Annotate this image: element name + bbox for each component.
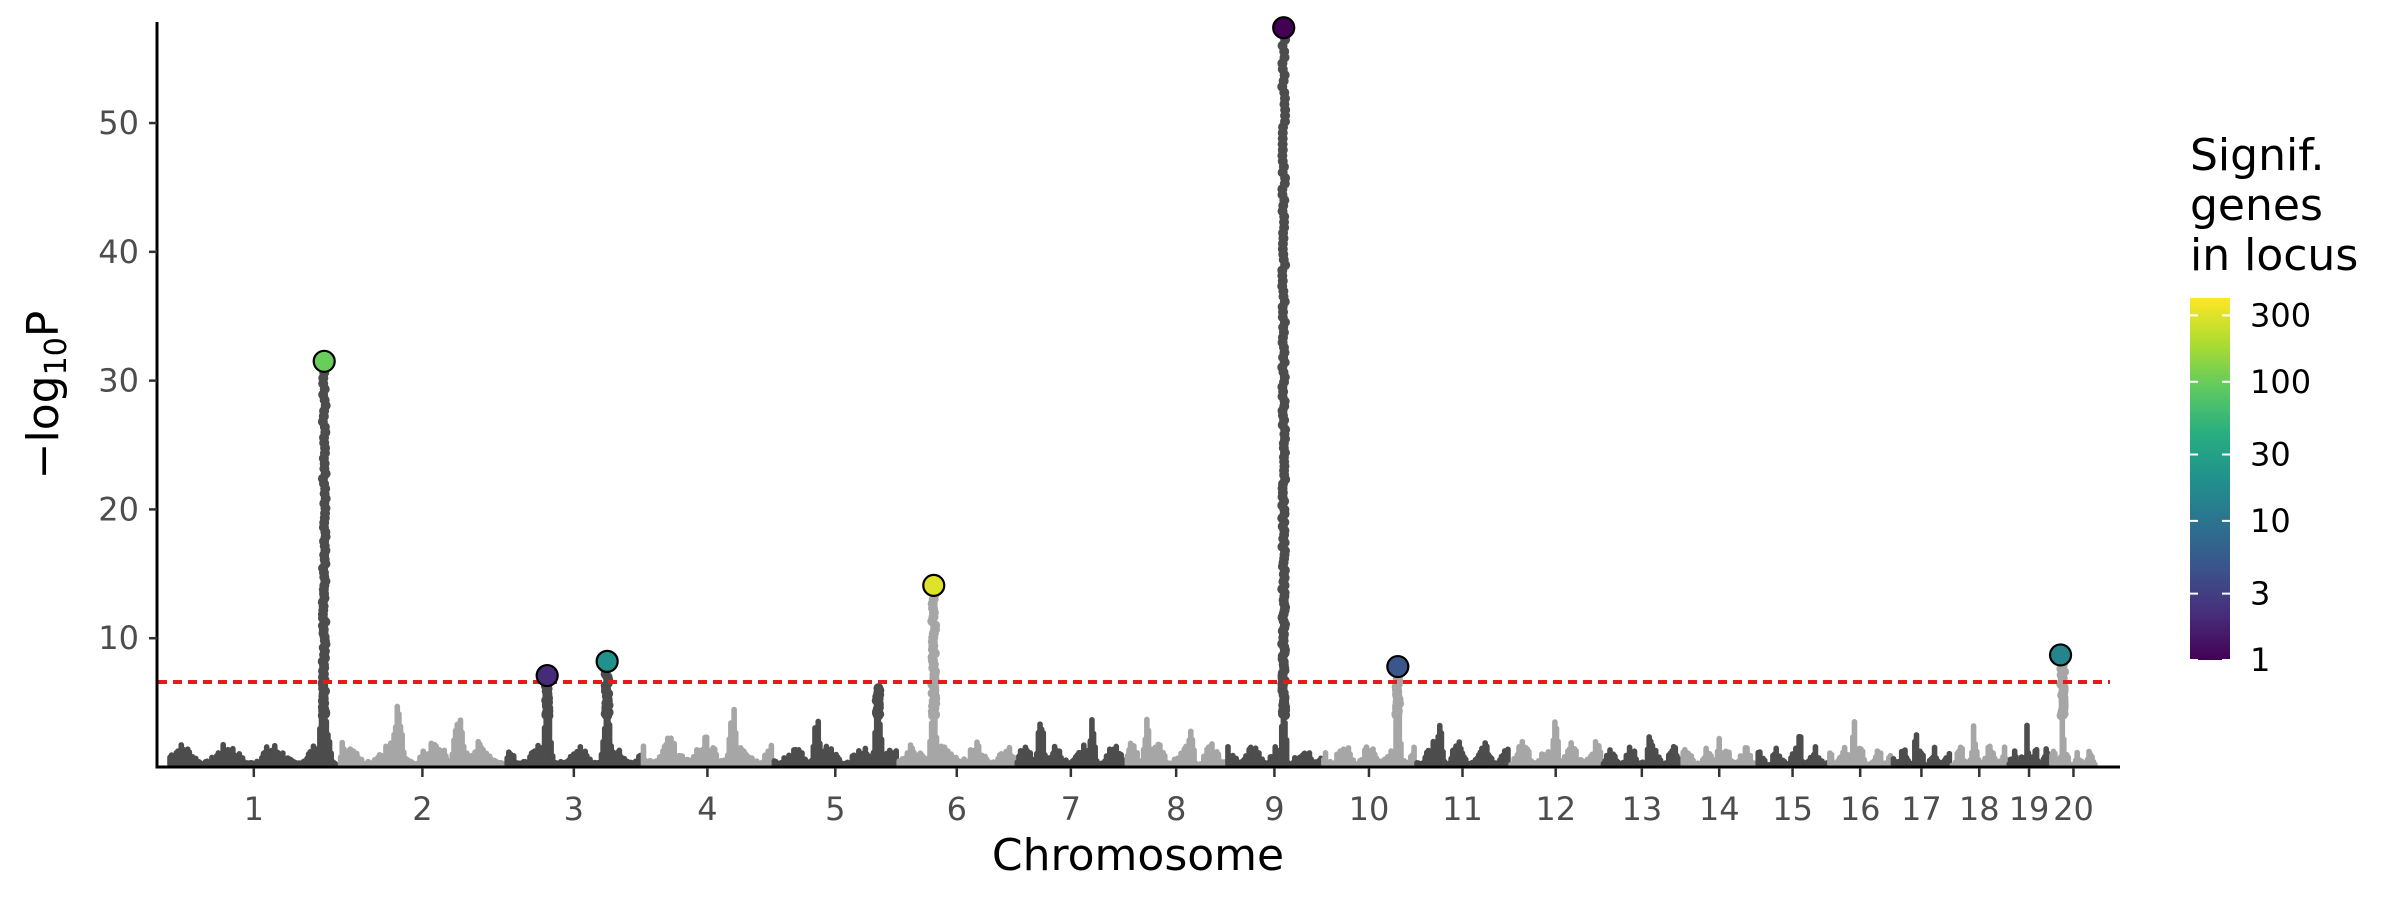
snp-point <box>1505 746 1511 767</box>
y-axis-title-suffix: P <box>18 311 69 338</box>
chromosome-5-points <box>771 683 900 767</box>
lead-snp-chr3 <box>535 663 559 688</box>
legend: Signif. genes in locus 1 3 10 30 100 300 <box>2190 130 2358 679</box>
y-axis: 10 20 30 40 50 <box>98 22 159 768</box>
legend-label: 100 <box>2250 363 2311 401</box>
chromosome-18-points <box>1949 723 2010 767</box>
chromosome-3-points <box>504 659 644 767</box>
lead-snp-chr20 <box>2048 643 2073 667</box>
x-tick-label: 10 <box>1349 790 1390 828</box>
chromosome-14-points <box>1680 735 1759 767</box>
x-tick-label: 18 <box>1959 790 2000 828</box>
x-tick-label: 4 <box>697 790 717 828</box>
y-tick-label: 20 <box>98 490 139 528</box>
lead-snp-chr9 <box>1272 16 1296 40</box>
chromosome-9-points <box>1225 28 1324 767</box>
x-tick-label: 17 <box>1901 790 1942 828</box>
x-tick-label: 5 <box>825 790 845 828</box>
legend-title-line-3: in locus <box>2190 230 2358 281</box>
chromosome-6-points <box>896 585 1018 767</box>
snp-point <box>1946 750 1953 767</box>
legend-label: 10 <box>2250 502 2291 540</box>
legend-title: Signif. genes in locus <box>2190 130 2358 281</box>
chromosome-16-points <box>1827 718 1894 767</box>
x-tick-label: 6 <box>947 790 967 828</box>
y-axis-title-prefix: −log <box>18 375 69 479</box>
y-axis-title-subscript: 10 <box>39 337 74 375</box>
x-tick-label: 20 <box>2053 790 2094 828</box>
chromosome-19-points <box>2006 722 2052 767</box>
y-axis-title: −log10P <box>18 311 74 480</box>
x-tick-label: 1 <box>244 790 264 828</box>
chromosome-4-points <box>640 706 775 767</box>
y-tick-label: 10 <box>98 619 139 657</box>
chromosome-1-points <box>167 361 341 767</box>
x-axis-title: Chromosome <box>992 830 1284 881</box>
x-tick-label: 12 <box>1535 790 1576 828</box>
x-tick-label: 8 <box>1166 790 1186 828</box>
x-tick-label: 14 <box>1699 790 1740 828</box>
lead-snp-chr3 <box>595 649 619 673</box>
legend-title-line-1: Signif. <box>2190 130 2324 181</box>
chromosome-20-points <box>2049 653 2098 767</box>
y-tick-label: 30 <box>98 362 139 400</box>
x-tick-label: 7 <box>1061 790 1081 828</box>
y-tick-label: 40 <box>98 233 139 271</box>
snp-point <box>1283 737 1290 767</box>
x-tick-label: 2 <box>412 790 432 828</box>
x-tick-label: 15 <box>1772 790 1813 828</box>
snp-point <box>873 683 884 694</box>
chromosome-11-points <box>1414 722 1511 767</box>
chromosome-15-points <box>1755 733 1830 767</box>
chromosome-17-points <box>1890 732 1953 767</box>
legend-label: 30 <box>2250 436 2291 474</box>
x-tick-label: 13 <box>1621 790 1662 828</box>
snp-points <box>167 28 2098 767</box>
x-tick-label: 9 <box>1264 790 1284 828</box>
legend-label: 3 <box>2250 575 2270 613</box>
chromosome-7-points <box>1014 717 1128 767</box>
chromosome-10-points <box>1321 664 1417 767</box>
x-tick-label: 19 <box>2009 790 2050 828</box>
x-tick-label: 11 <box>1442 790 1483 828</box>
chromosome-2-points <box>337 703 507 767</box>
legend-colorbar <box>2190 298 2230 660</box>
lead-snp-chr6 <box>922 573 946 598</box>
chromosome-8-points <box>1124 716 1228 767</box>
chromosome-13-points <box>1600 734 1684 767</box>
lead-snp-chr1 <box>312 349 336 373</box>
lead-snp-chr10 <box>1386 654 1410 679</box>
x-tick-label: 16 <box>1840 790 1881 828</box>
x-tick-label: 3 <box>564 790 584 828</box>
legend-label: 1 <box>2250 641 2270 679</box>
x-axis: 1 2 3 4 5 6 7 8 9 10 11 12 13 14 15 16 17 18 19 20 <box>155 765 2120 828</box>
y-tick-label: 50 <box>98 104 139 142</box>
lead-snp-markers <box>312 16 2073 688</box>
chromosome-12-points <box>1508 719 1604 767</box>
legend-title-line-2: genes <box>2190 180 2323 231</box>
legend-label: 300 <box>2250 296 2311 334</box>
